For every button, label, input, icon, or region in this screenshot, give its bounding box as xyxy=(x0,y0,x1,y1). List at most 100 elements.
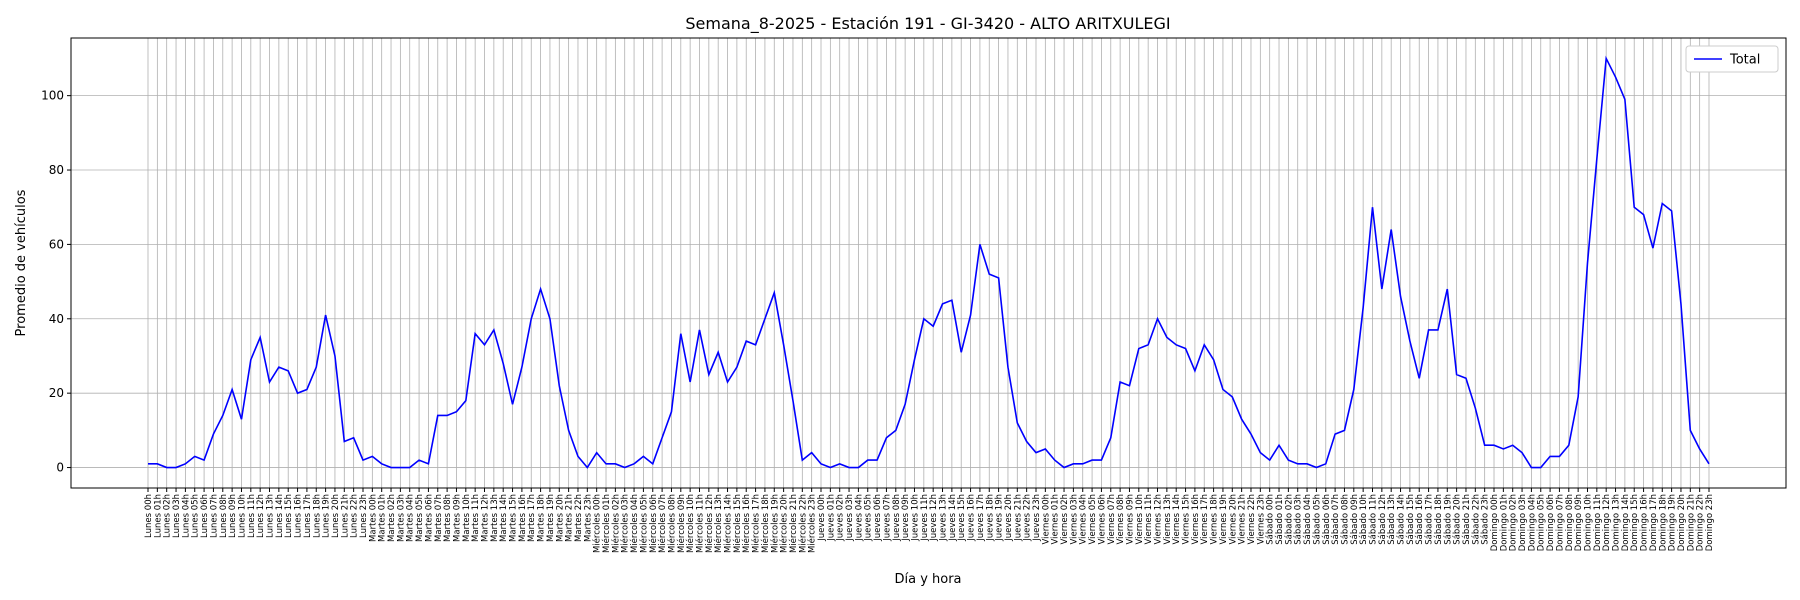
x-tick-label: Sábado 10h xyxy=(1359,494,1369,545)
x-tick-label: Miércoles 15h xyxy=(732,494,743,553)
x-tick-label: Lunes 10h xyxy=(237,494,247,538)
x-tick-label: Sábado 13h xyxy=(1387,494,1397,545)
x-tick-label: Sábado 19h xyxy=(1443,494,1453,545)
x-tick-label: Jueves 16h xyxy=(967,494,977,542)
x-tick-label: Domingo 23h xyxy=(1705,494,1715,551)
x-tick-label: Jueves 20h xyxy=(1004,494,1014,542)
x-tick-label: Martes 15h xyxy=(509,494,519,542)
x-tick-label: Domingo 06h xyxy=(1546,494,1556,551)
y-tick-label: 40 xyxy=(49,312,64,326)
x-tick-label: Domingo 07h xyxy=(1555,494,1565,551)
x-tick-label: Sábado 07h xyxy=(1331,494,1341,545)
x-tick-label: Jueves 15h xyxy=(957,494,967,542)
x-axis-label: Día y hora xyxy=(894,572,961,587)
x-tick-label: Miércoles 23h xyxy=(807,494,818,553)
x-tick-label: Lunes 22h xyxy=(350,494,360,538)
x-tick-label: Jueves 22h xyxy=(1023,494,1033,542)
x-tick-label: Martes 03h xyxy=(396,494,406,542)
x-tick-label: Domingo 13h xyxy=(1612,494,1622,551)
x-tick-label: Martes 14h xyxy=(499,494,509,542)
x-tick-label: Martes 23h xyxy=(583,494,593,542)
x-tick-label: Martes 07h xyxy=(434,494,444,542)
x-tick-label: Miércoles 05h xyxy=(638,494,649,553)
x-tick-label: Jueves 18h xyxy=(985,494,995,542)
x-tick-label: Miércoles 13h xyxy=(713,494,724,553)
x-tick-label: Domingo 22h xyxy=(1696,494,1706,551)
x-tick-label: Viernes 07h xyxy=(1107,494,1117,545)
x-tick-label: Lunes 04h xyxy=(181,494,191,538)
x-tick-label: Viernes 16h xyxy=(1191,494,1201,545)
x-tick-label: Lunes 02h xyxy=(163,494,173,538)
x-tick-label: Martes 22h xyxy=(574,494,584,542)
x-tick-label: Viernes 02h xyxy=(1060,494,1070,545)
x-tick-label: Domingo 17h xyxy=(1649,494,1659,551)
x-tick-label: Sábado 09h xyxy=(1350,494,1360,545)
x-tick-label: Jueves 09h xyxy=(901,494,911,542)
x-tick-label: Jueves 23h xyxy=(1032,494,1042,542)
x-tick-label: Lunes 06h xyxy=(200,494,210,538)
x-tick-label: Lunes 12h xyxy=(256,494,266,538)
x-tick-label: Viernes 14h xyxy=(1172,494,1182,545)
x-tick-label: Miércoles 14h xyxy=(723,494,734,553)
x-tick-label: Lunes 03h xyxy=(172,494,182,538)
x-tick-label: Martes 06h xyxy=(424,494,434,542)
x-tick-label: Martes 01h xyxy=(378,494,388,542)
x-tick-label: Domingo 04h xyxy=(1527,494,1537,551)
x-tick-label: Martes 18h xyxy=(537,494,547,542)
x-tick-label: Domingo 05h xyxy=(1537,494,1547,551)
x-tick-label: Martes 17h xyxy=(527,494,537,542)
x-tick-label: Domingo 19h xyxy=(1668,494,1678,551)
x-tick-label: Sábado 16h xyxy=(1415,494,1425,545)
x-tick-label: Jueves 17h xyxy=(976,494,986,542)
x-tick-label: Martes 20h xyxy=(555,494,565,542)
x-tick-label: Viernes 20h xyxy=(1228,494,1238,545)
y-tick-label: 60 xyxy=(49,237,64,251)
x-tick-label: Jueves 01h xyxy=(826,494,836,542)
x-tick-label: Domingo 10h xyxy=(1583,494,1593,551)
x-tick-label: Sábado 15h xyxy=(1406,494,1416,545)
x-tick-label: Viernes 11h xyxy=(1144,494,1154,545)
x-tick-label: Viernes 05h xyxy=(1088,494,1098,545)
x-tick-label: Sábado 03h xyxy=(1294,494,1304,545)
x-tick-label: Domingo 03h xyxy=(1518,494,1528,551)
x-tick-label: Martes 16h xyxy=(518,494,528,542)
x-tick-label: Miércoles 10h xyxy=(685,494,696,553)
x-tick-label: Sábado 14h xyxy=(1397,494,1407,545)
x-tick-label: Domingo 09h xyxy=(1574,494,1584,551)
x-tick-label: Jueves 05h xyxy=(864,494,874,542)
x-tick-label: Viernes 13h xyxy=(1163,494,1173,545)
x-tick-label: Sábado 22h xyxy=(1471,494,1481,545)
x-tick-label: Sábado 05h xyxy=(1312,494,1322,545)
y-tick-label: 100 xyxy=(41,89,64,103)
x-tick-label: Sábado 01h xyxy=(1275,494,1285,545)
x-tick-label: Sábado 11h xyxy=(1368,494,1378,545)
x-tick-label: Domingo 01h xyxy=(1499,494,1509,551)
x-tick-label: Viernes 18h xyxy=(1210,494,1220,545)
x-tick-label: Lunes 09h xyxy=(228,494,238,538)
legend-box xyxy=(1685,45,1779,73)
x-tick-label: Sábado 23h xyxy=(1481,494,1491,545)
x-tick-label: Lunes 11h xyxy=(247,494,257,538)
x-tick-label: Domingo 14h xyxy=(1621,494,1631,551)
x-tick-label: Lunes 07h xyxy=(209,494,219,538)
x-tick-label: Miércoles 20h xyxy=(779,494,790,553)
x-tick-label: Miércoles 16h xyxy=(741,494,752,553)
legend-label: Total xyxy=(1729,53,1760,68)
x-tick-label: Viernes 03h xyxy=(1069,494,1079,545)
x-tick-label: Martes 21h xyxy=(565,494,575,542)
x-tick-label: Miércoles 17h xyxy=(751,494,762,553)
x-tick-label: Lunes 16h xyxy=(294,494,304,538)
x-tick-label: Domingo 12h xyxy=(1602,494,1612,551)
x-tick-label: Martes 09h xyxy=(452,494,462,542)
x-tick-label: Miércoles 06h xyxy=(648,494,659,553)
x-tick-label: Viernes 00h xyxy=(1041,494,1051,545)
x-tick-label: Jueves 06h xyxy=(873,494,883,542)
x-tick-label: Sábado 04h xyxy=(1303,494,1313,545)
x-tick-label: Martes 05h xyxy=(415,494,425,542)
x-tick-label: Jueves 21h xyxy=(1013,494,1023,542)
x-tick-label: Viernes 22h xyxy=(1247,494,1257,545)
x-tick-label: Viernes 12h xyxy=(1154,494,1164,545)
x-tick-label: Martes 10h xyxy=(462,494,472,542)
x-tick-label: Martes 08h xyxy=(443,494,453,542)
